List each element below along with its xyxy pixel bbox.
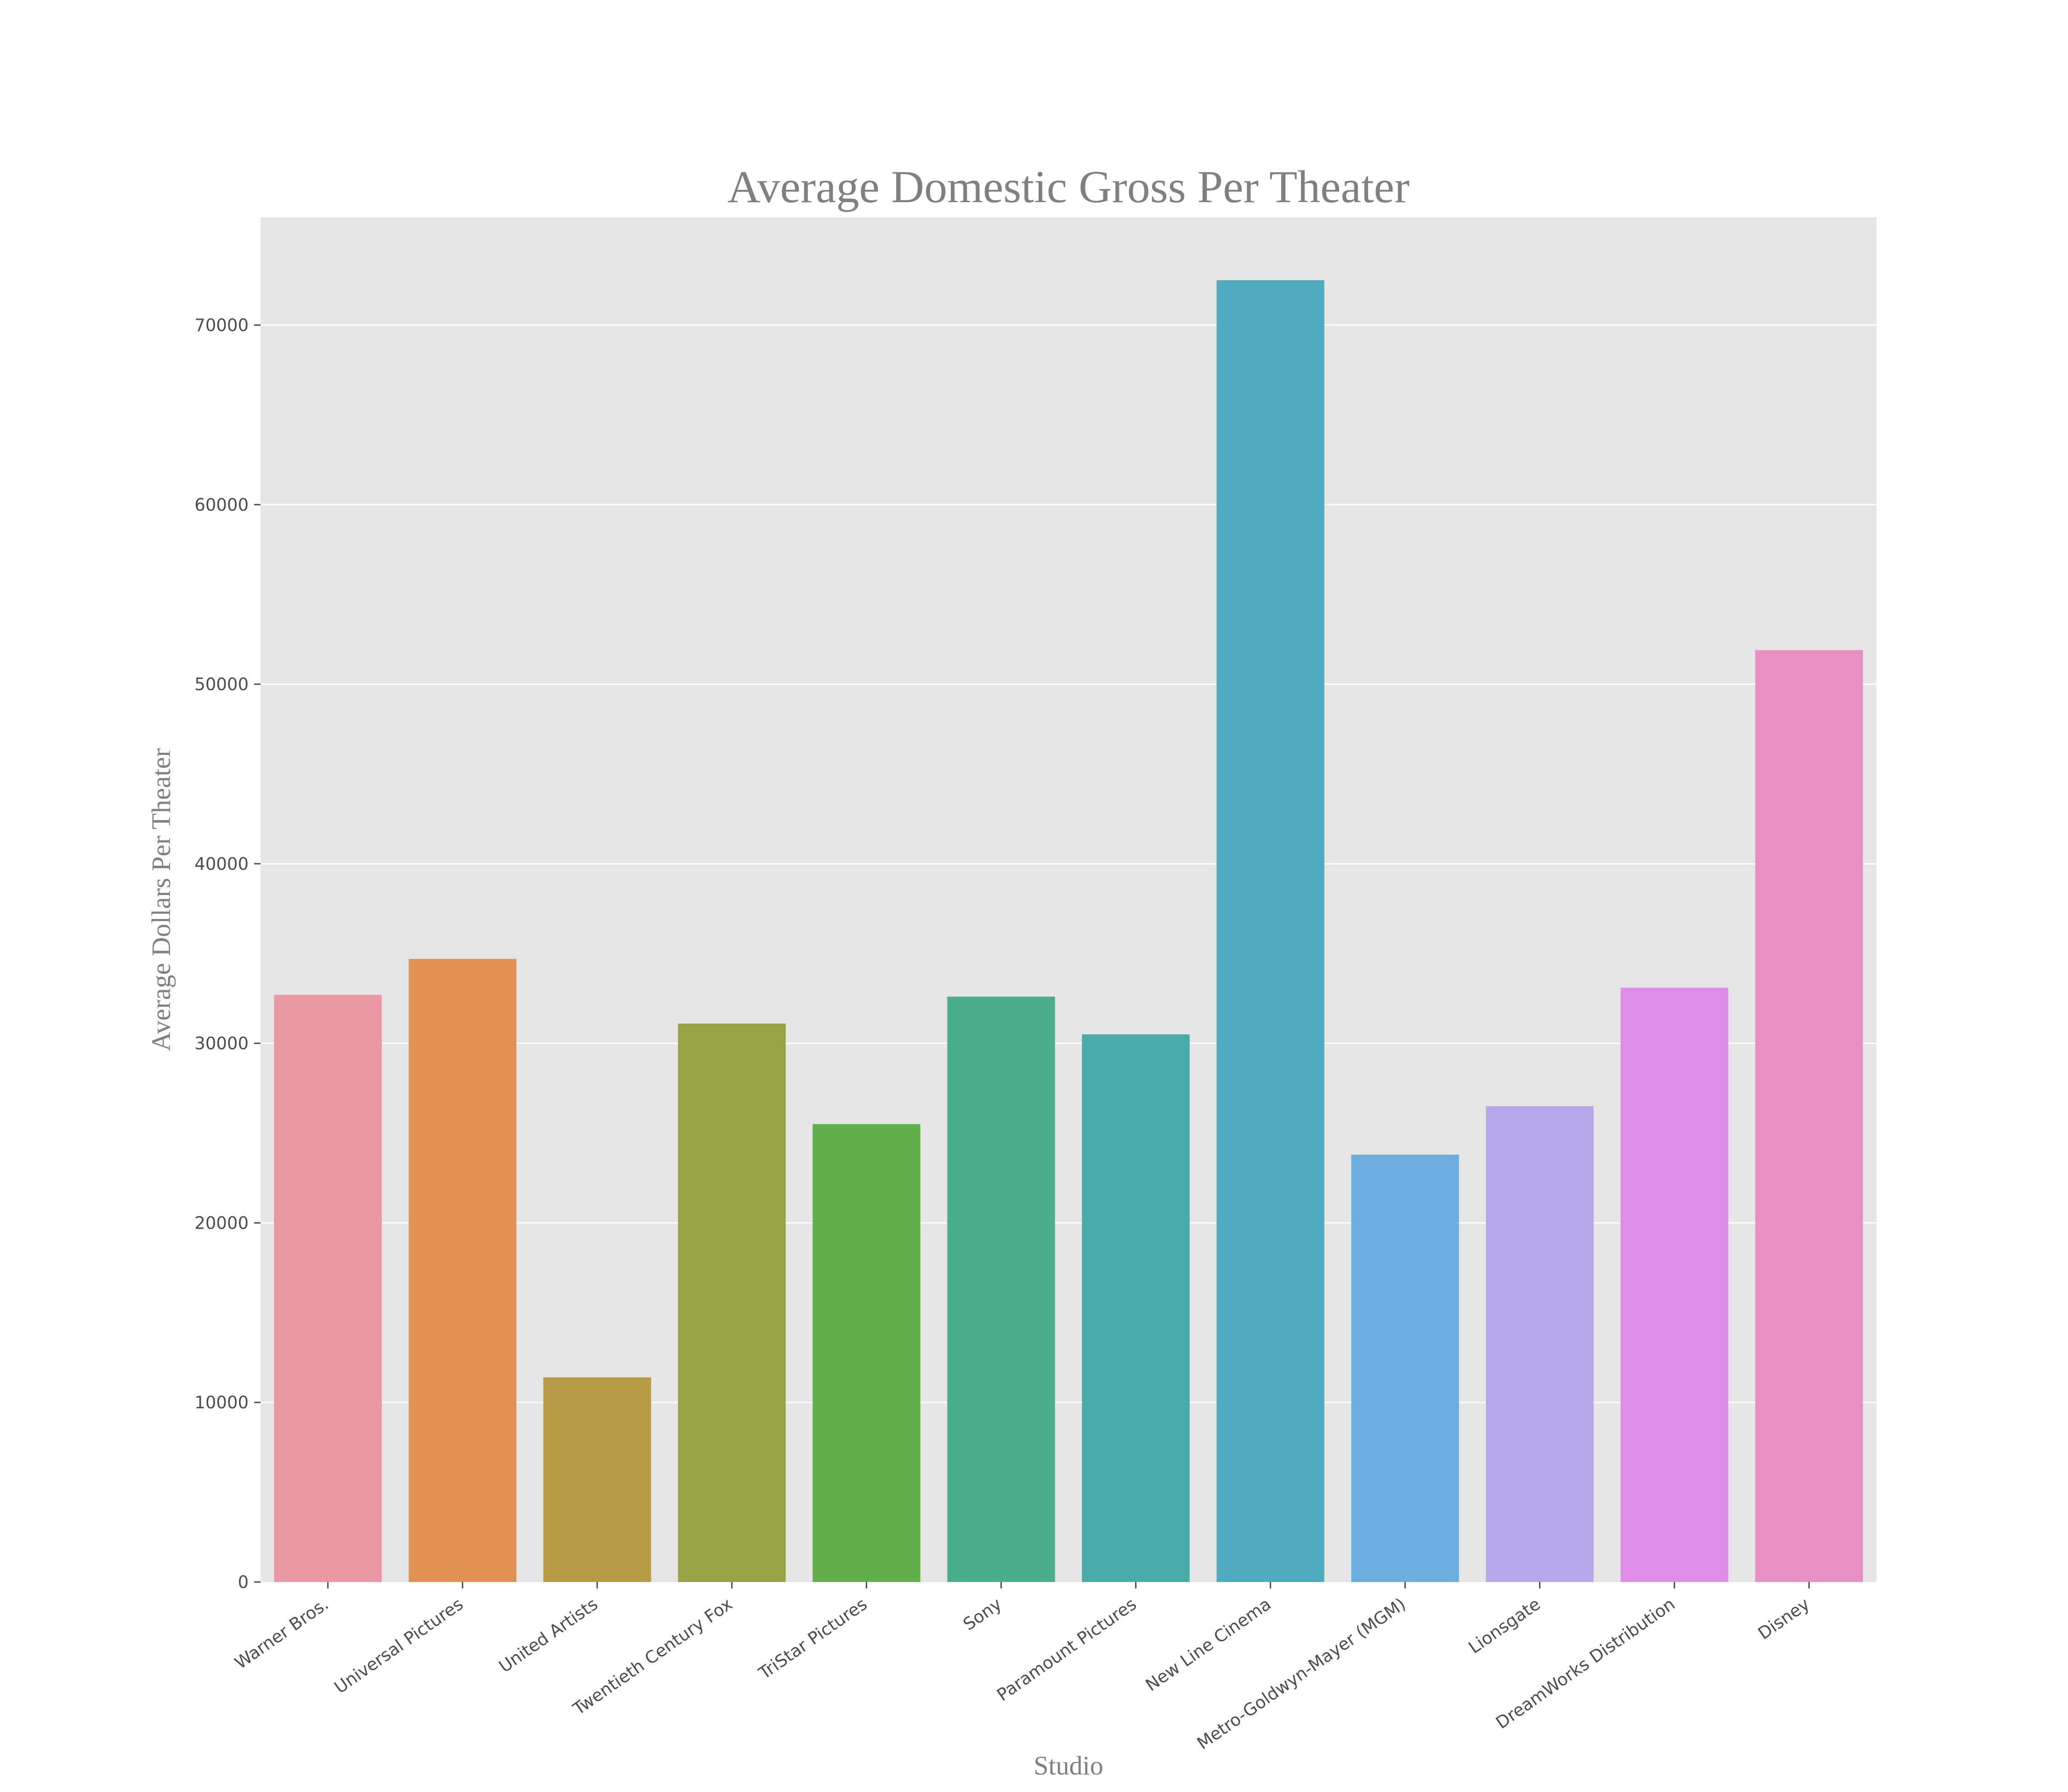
x-axis: Warner Bros.Universal Pictures United Art… (231, 1582, 1813, 1753)
y-tick-label: 20000 (194, 1213, 249, 1233)
y-tick-label: 10000 (194, 1393, 249, 1412)
chart-title: Average Domestic Gross Per Theater (727, 161, 1410, 212)
bar (812, 1124, 920, 1582)
x-tick-label: Metro-Goldwyn-Mayer (MGM) (1193, 1594, 1409, 1753)
x-tick-label: Universal Pictures (331, 1594, 467, 1697)
bar (1216, 280, 1324, 1582)
y-tick-label: 70000 (194, 315, 249, 335)
y-tick-label: 40000 (194, 854, 249, 874)
y-axis: 0 10000 20000 30000 40000 50000 60000 70000 (194, 315, 261, 1592)
y-tick-label: 50000 (194, 675, 249, 694)
x-axis-label: Studio (1034, 1751, 1103, 1781)
x-tick-label: United Artists (495, 1594, 602, 1677)
bar (1351, 1154, 1459, 1582)
bar (1082, 1034, 1190, 1582)
gridlines (261, 324, 1876, 1403)
bar (678, 1023, 786, 1582)
bars (274, 280, 1863, 1582)
bar (1486, 1106, 1594, 1582)
y-tick-label: 0 (238, 1572, 249, 1592)
x-tick-label: Paramount Pictures (993, 1594, 1140, 1705)
x-tick-label: Disney (1755, 1594, 1813, 1644)
bar (274, 995, 382, 1582)
bar (409, 958, 517, 1582)
bar (1620, 987, 1728, 1582)
x-tick-label: Lionsgate (1465, 1594, 1544, 1657)
bar (947, 997, 1055, 1582)
y-tick-label: 60000 (194, 495, 249, 515)
bar (543, 1377, 651, 1582)
y-tick-label: 30000 (194, 1034, 249, 1054)
y-axis-label: Average Dollars Per Theater (146, 748, 176, 1051)
bar (1755, 650, 1863, 1582)
plot-background (261, 217, 1876, 1582)
x-tick-label: Sony (960, 1594, 1006, 1634)
x-tick-label: New Line Cinema (1142, 1594, 1275, 1695)
x-tick-label: Warner Bros. (231, 1594, 332, 1673)
x-tick-label: TriStar Pictures (755, 1594, 870, 1684)
